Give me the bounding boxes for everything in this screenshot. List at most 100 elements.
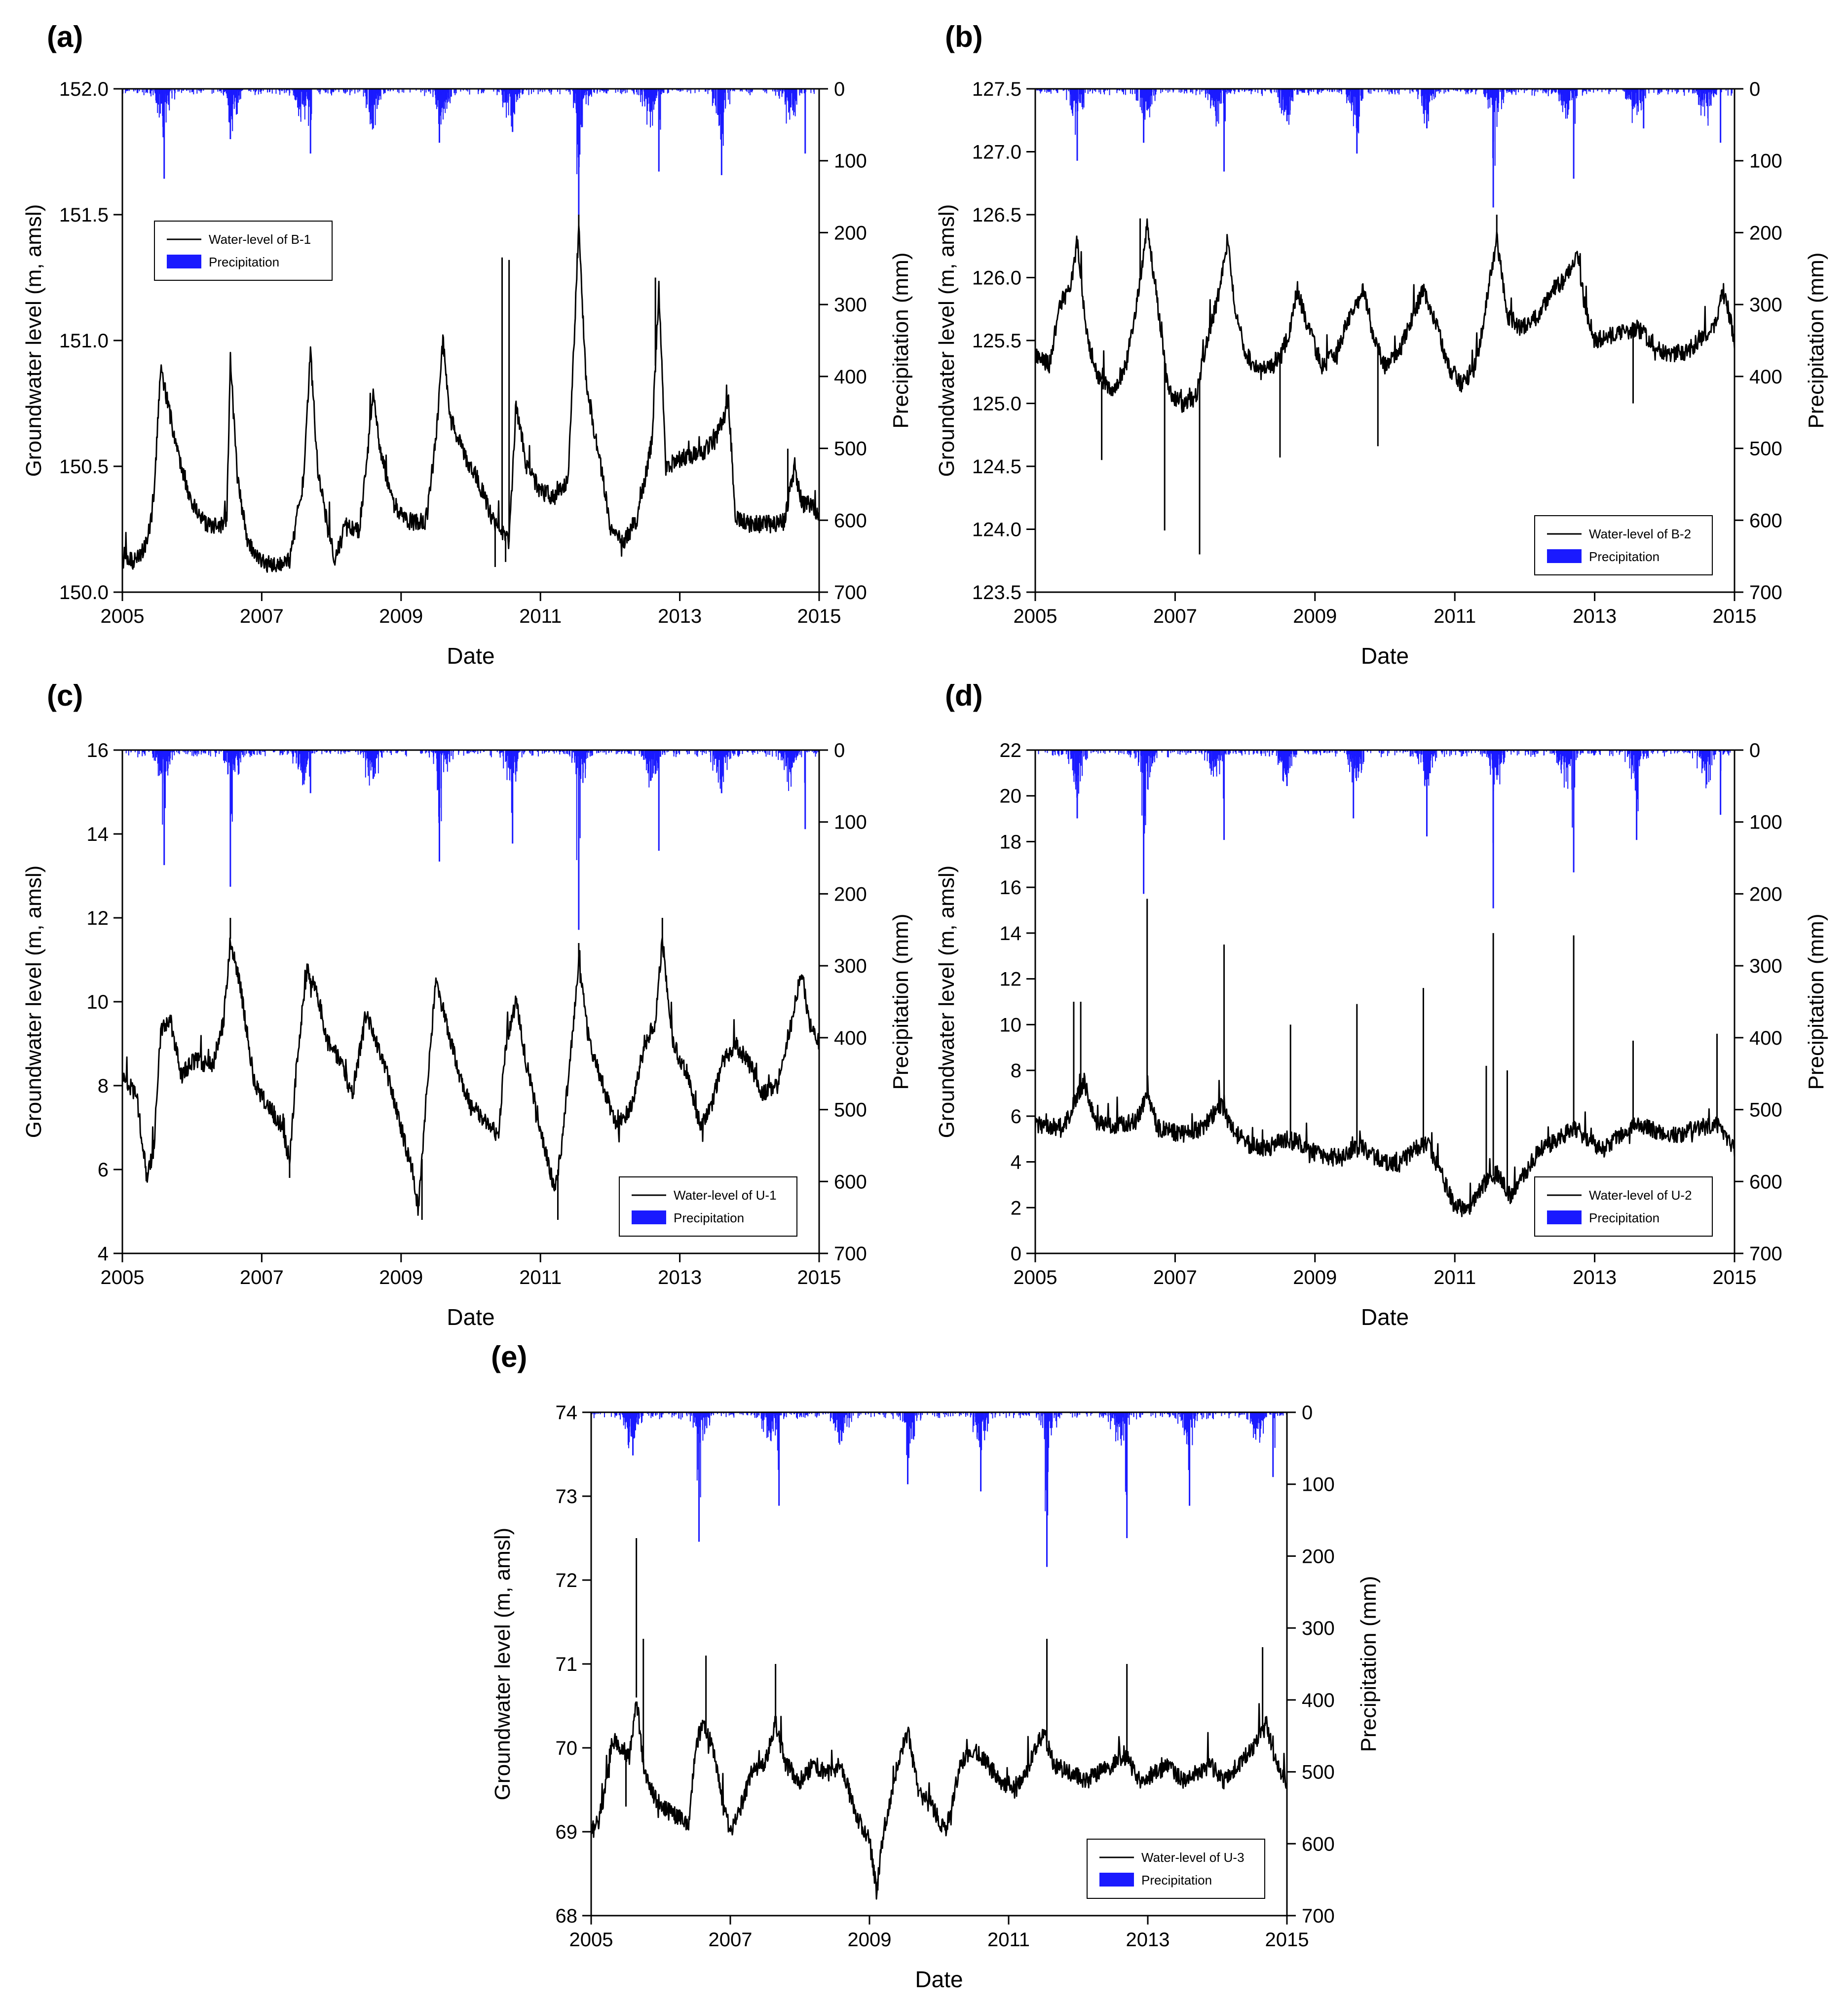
legend-water-label: Water-level of B-2 [1589,527,1691,541]
precip-tick-label: 400 [1749,1027,1782,1049]
precip-tick-label: 200 [834,222,867,244]
x-tick-label: 2005 [101,605,145,627]
y-tick-label: 150.5 [59,456,109,478]
x-tick-label: 2007 [1153,605,1197,627]
y-tick-label: 12 [87,907,109,929]
y-tick-label: 68 [556,1905,578,1927]
y-axis-title-right: Precipitation (mm) [1357,1576,1381,1752]
precip-tick-label: 600 [1302,1833,1335,1855]
y-tick-label: 6 [98,1159,109,1181]
legend-box [1534,1176,1713,1237]
x-tick-label: 2005 [1014,1267,1057,1288]
y-tick-label: 151.5 [59,204,109,226]
precip-tick-label: 300 [1749,294,1782,316]
water-level-line [1034,218,1735,413]
precip-tick-label: 200 [834,883,867,905]
y-tick-label: 126.5 [972,204,1021,226]
panel-label: (e) [491,1340,527,1373]
x-tick-label: 2013 [658,1267,702,1288]
precip-tick-label: 400 [1749,366,1782,388]
precip-bars [122,89,820,215]
precip-tick-label: 700 [834,1243,867,1265]
x-tick-label: 2007 [240,1267,284,1288]
precip-tick-label: 100 [834,151,867,172]
precip-tick-label: 200 [1749,883,1782,905]
x-tick-label: 2009 [1293,1267,1337,1288]
y-tick-label: 73 [556,1486,578,1508]
precip-tick-label: 300 [1302,1618,1335,1639]
legend-precip-swatch [1099,1873,1134,1887]
legend-precip-swatch [632,1210,666,1224]
x-tick-label: 2011 [1433,605,1476,627]
x-tick-label: 2015 [797,1267,841,1288]
precip-tick-label: 0 [834,78,845,100]
precip-tick-label: 100 [1302,1474,1335,1496]
y-tick-label: 14 [1000,923,1022,944]
precip-tick-label: 200 [1302,1546,1335,1567]
y-tick-label: 125.5 [972,330,1021,352]
precip-tick-label: 500 [834,1099,867,1121]
x-tick-label: 2011 [1433,1267,1476,1288]
chart-panel: (d) 0 2 4 6 8 10 12 14 16 18 20 22 0 100 200 300 400 500 60… [935,679,1828,1330]
y-tick-label: 125.0 [972,393,1021,415]
y-tick-label: 69 [556,1821,578,1843]
y-tick-label: 152.0 [59,78,109,100]
legend-precip-label: Precipitation [674,1210,744,1225]
precip-tick-label: 600 [1749,510,1782,531]
y-tick-label: 12 [1000,969,1022,990]
legend: Water-level of U-1 Precipitation [619,1176,797,1237]
y-tick-label: 127.5 [972,78,1021,100]
y-tick-label: 8 [98,1075,109,1097]
y-tick-label: 22 [1000,740,1022,761]
legend-water-label: Water-level of B-1 [209,232,311,247]
x-tick-label: 2015 [1713,605,1757,627]
x-tick-label: 2015 [1265,1929,1309,1951]
y-axis-title-left: Groundwater level (m, amsl) [935,204,959,477]
panel-label: (b) [945,20,983,53]
y-tick-label: 2 [1011,1197,1021,1219]
precip-tick-label: 100 [1749,151,1782,172]
legend-precip-label: Precipitation [1589,1210,1659,1225]
x-tick-label: 2011 [519,605,562,627]
legend: Water-level of U-2 Precipitation [1534,1176,1713,1237]
x-axis-title: Date [447,643,494,669]
water-level-line [122,937,820,1216]
y-tick-label: 8 [1011,1060,1021,1082]
precip-tick-label: 600 [1749,1171,1782,1193]
chart-panel: (c) 4 6 8 10 12 14 16 0 100 200 300 400 500 600 700 2005… [22,679,913,1330]
precip-tick-label: 500 [1749,1099,1782,1121]
precip-tick-label: 300 [1749,955,1782,977]
precip-tick-label: 100 [1749,812,1782,833]
x-tick-label: 2013 [658,605,702,627]
x-tick-label: 2009 [379,605,423,627]
chart-panel: (b) 123.5 124.0 124.5 125.0 125.5 126.0 126.5 12… [935,20,1828,669]
y-axis-title-left: Groundwater level (m, amsl) [935,866,959,1138]
x-tick-label: 2009 [379,1267,423,1288]
y-tick-label: 4 [98,1243,109,1265]
precip-tick-label: 600 [834,1171,867,1193]
y-tick-label: 123.5 [972,582,1021,604]
y-axis-title-left: Groundwater level (m, amsl) [22,204,46,477]
legend-precip-swatch [1547,549,1582,563]
y-axis-title-left: Groundwater level (m, amsl) [490,1528,515,1801]
precip-bars [1036,89,1733,208]
y-tick-label: 10 [87,991,109,1013]
legend-water-label: Water-level of U-3 [1141,1850,1245,1865]
x-tick-label: 2007 [709,1929,753,1951]
legend: Water-level of B-1 Precipitation [154,221,333,281]
precip-tick-label: 300 [834,955,867,977]
panel-label: (d) [945,679,983,712]
x-tick-label: 2013 [1126,1929,1170,1951]
precip-tick-label: 700 [1302,1905,1335,1927]
legend-water-label: Water-level of U-2 [1589,1188,1692,1203]
panel-label: (c) [47,679,83,712]
y-tick-label: 14 [87,824,109,845]
precip-bars [591,1412,1287,1567]
x-tick-label: 2013 [1573,1267,1617,1288]
y-tick-label: 150.0 [59,582,109,604]
plot-frame [1034,749,1735,1254]
y-tick-label: 70 [556,1737,578,1759]
x-tick-label: 2007 [1153,1267,1197,1288]
precip-tick-label: 200 [1749,222,1782,244]
